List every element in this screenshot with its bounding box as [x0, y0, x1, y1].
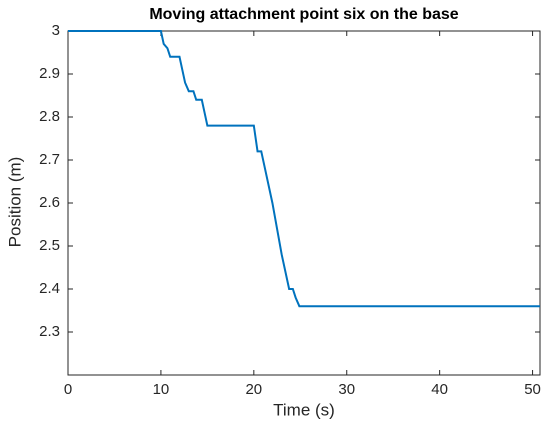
x-tick-label: 50 — [524, 381, 541, 398]
x-tick-label: 40 — [431, 381, 448, 398]
y-tick-label: 2.9 — [39, 65, 60, 82]
data-line — [68, 30, 540, 308]
y-tick-label: 2.3 — [39, 323, 60, 340]
y-tick-label: 2.4 — [39, 280, 60, 297]
x-tick-label: 10 — [153, 381, 170, 398]
x-tick-label: 20 — [245, 381, 262, 398]
y-tick-label: 2.6 — [39, 194, 60, 211]
x-tick-label: 30 — [338, 381, 355, 398]
y-tick-label: 2.7 — [39, 151, 60, 168]
y-tick-label: 2.5 — [39, 237, 60, 254]
y-tick-label: 3 — [52, 22, 60, 39]
y-axis-label: Position (m) — [5, 157, 24, 248]
x-tick-label: 0 — [64, 381, 72, 398]
x-axis-label: Time (s) — [273, 400, 335, 419]
chart-title: Moving attachment point six on the base — [149, 6, 458, 23]
y-tick-label: 2.8 — [39, 108, 60, 125]
